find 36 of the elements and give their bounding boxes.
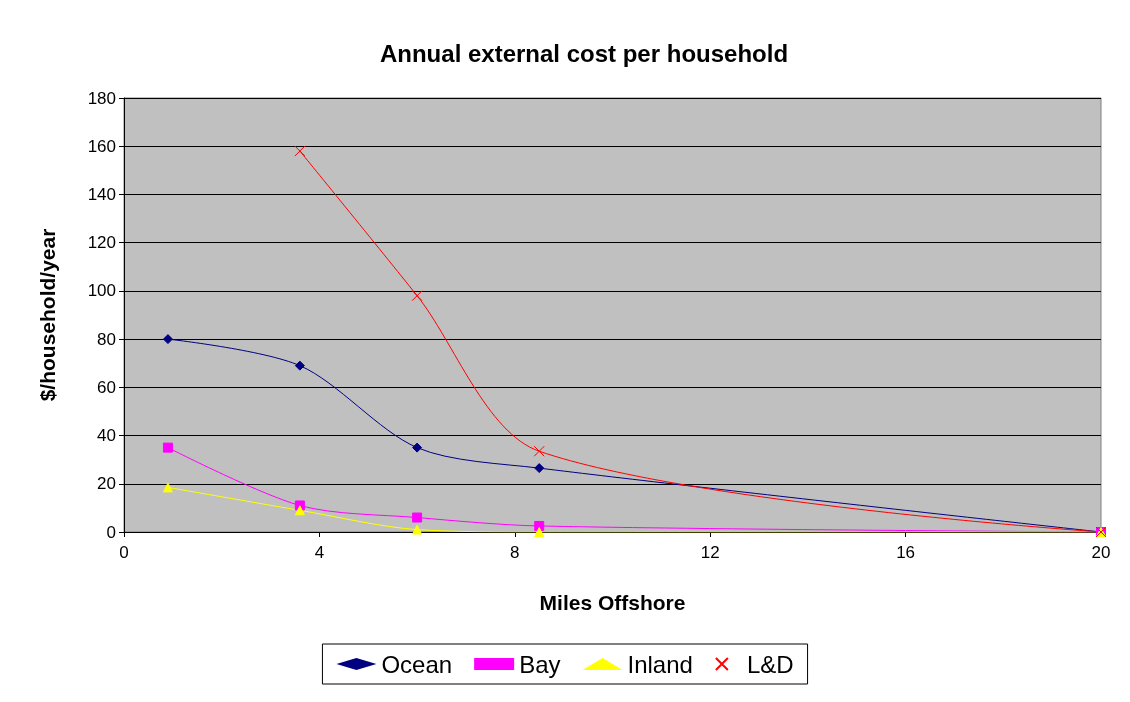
- y-tick-label: 120: [87, 233, 116, 253]
- y-tick-label: 20: [97, 474, 116, 494]
- x-tick-label: 8: [510, 543, 520, 562]
- x-axis-title: Miles Offshore: [539, 591, 686, 614]
- y-tick-label: 60: [97, 377, 116, 397]
- point: [294, 505, 305, 516]
- x-tick-label: 16: [896, 543, 916, 562]
- point: [162, 482, 173, 493]
- legend-label: Inland: [627, 650, 693, 678]
- point: [412, 512, 423, 523]
- y-tick-label: 80: [97, 329, 116, 349]
- point: [412, 524, 423, 535]
- point: [534, 527, 545, 537]
- point: [533, 445, 545, 457]
- point: [412, 442, 423, 453]
- y-tick-label: 160: [87, 136, 116, 156]
- x-tick-label: 4: [314, 543, 325, 562]
- x-tick-label: 0: [119, 543, 129, 562]
- point: [411, 290, 423, 302]
- y-tick-label: 40: [97, 426, 116, 446]
- x-tick-label: 20: [1091, 543, 1111, 562]
- point: [534, 463, 545, 474]
- legend-label: L&D: [746, 650, 794, 678]
- y-tick-label: 100: [87, 281, 116, 301]
- point: [162, 334, 173, 345]
- y-tick-label: 140: [87, 184, 116, 204]
- legend-label: Ocean: [381, 650, 453, 678]
- y-tick-label: 0: [106, 522, 116, 542]
- point: [294, 145, 306, 157]
- y-axis-title: $/household/year: [36, 228, 59, 402]
- x-tick-label: 12: [700, 543, 720, 562]
- point: [294, 360, 305, 371]
- y-tick-label: 180: [87, 88, 116, 108]
- chart-title: Annual external cost per household: [379, 39, 789, 67]
- point: [162, 442, 173, 453]
- legend-label: Bay: [519, 650, 561, 678]
